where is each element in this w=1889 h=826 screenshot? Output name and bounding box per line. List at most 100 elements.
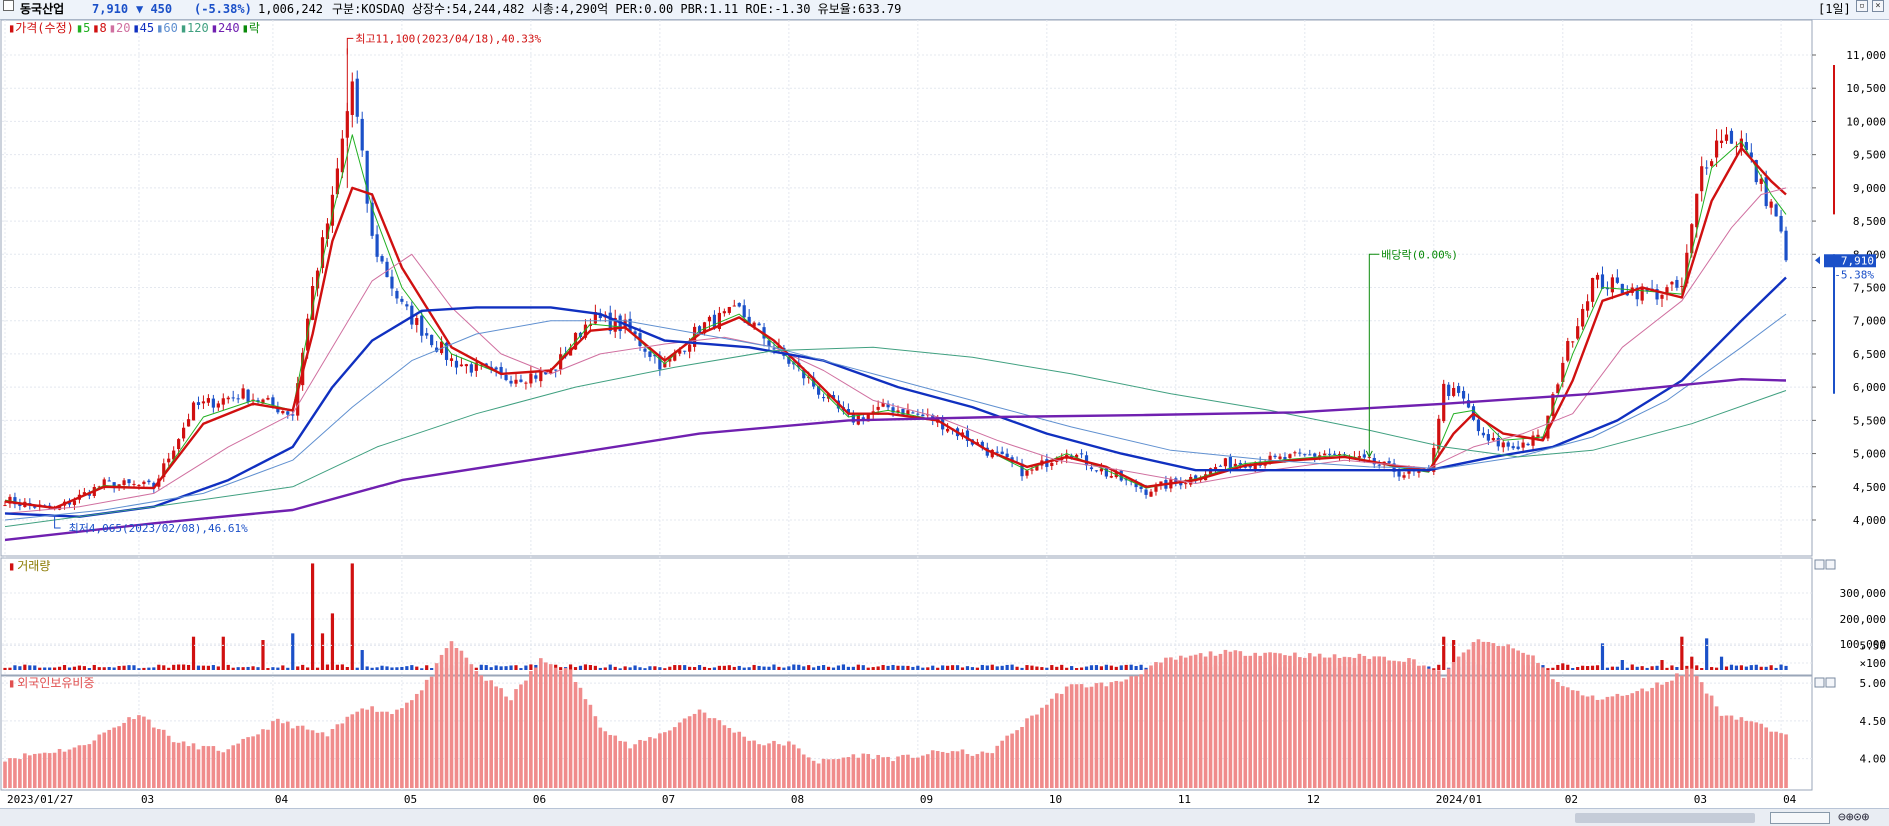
- volume-bar: [618, 668, 622, 670]
- candle-body: [385, 261, 389, 278]
- foreign-bar: [737, 731, 742, 788]
- foreign-bar: [181, 741, 186, 788]
- foreign-bar: [216, 750, 221, 788]
- foreign-bar: [1392, 660, 1396, 788]
- candle-body: [1724, 134, 1729, 141]
- foreign-bar: [1655, 682, 1659, 788]
- candle-body: [846, 409, 850, 415]
- candle-body: [1754, 160, 1758, 183]
- candle-body: [1442, 383, 1446, 422]
- candle-body: [1397, 471, 1401, 477]
- foreign-bar: [1427, 668, 1431, 788]
- foreign-bar: [1367, 658, 1372, 788]
- volume-bar: [807, 665, 811, 670]
- candle-body: [1000, 451, 1004, 455]
- foreign-bar: [1744, 720, 1749, 788]
- volume-bar: [370, 667, 374, 670]
- foreign-bar: [1570, 690, 1575, 788]
- foreign-bar: [1099, 682, 1104, 788]
- candle-body: [1154, 484, 1158, 492]
- volume-bar: [965, 666, 970, 670]
- volume-bar: [1600, 643, 1605, 670]
- volume-bar: [648, 666, 652, 670]
- candle-body: [335, 168, 339, 195]
- foreign-bar: [1734, 719, 1739, 788]
- zoom-slider[interactable]: [1770, 812, 1830, 824]
- volume-bar: [1055, 666, 1059, 670]
- volume-bar: [797, 664, 801, 670]
- volume-bar: [365, 666, 369, 670]
- candle-body: [1228, 456, 1232, 468]
- foreign-bar: [682, 718, 687, 788]
- volume-bar: [13, 665, 17, 670]
- candle-body: [172, 450, 176, 460]
- checkbox-icon[interactable]: [3, 0, 14, 11]
- restore-icon[interactable]: ▫: [1856, 0, 1868, 12]
- candle-body: [1571, 341, 1575, 343]
- candle-body: [1635, 287, 1639, 300]
- volume-bar: [876, 666, 880, 670]
- volume-bar: [593, 665, 597, 670]
- candle-body: [1774, 204, 1778, 217]
- period-selector[interactable]: [1일]: [1818, 2, 1851, 16]
- candle-body: [663, 362, 667, 368]
- foreign-bar: [1461, 652, 1466, 788]
- foreign-bar: [1208, 651, 1213, 788]
- y-tick-label: 6,000: [1853, 381, 1886, 394]
- foreign-bar: [667, 730, 672, 788]
- volume-bar: [861, 665, 865, 670]
- candle-body: [350, 81, 354, 115]
- volume-bar: [866, 667, 870, 670]
- candle-body: [1496, 438, 1500, 447]
- volume-bar: [732, 666, 736, 670]
- volume-bar: [777, 666, 781, 670]
- horizontal-scrollbar[interactable]: [1575, 813, 1755, 823]
- candle-body: [514, 379, 518, 384]
- candle-body: [524, 382, 528, 384]
- foreign-bar: [548, 664, 553, 788]
- volume-bar: [1660, 660, 1664, 670]
- candle-body: [1486, 434, 1490, 441]
- foreign-bar: [8, 758, 12, 788]
- candle-body: [831, 395, 836, 399]
- foreign-bar: [995, 745, 1000, 788]
- volume-bar: [216, 666, 220, 670]
- foreign-bar: [474, 671, 479, 788]
- candle-body: [1303, 454, 1307, 456]
- candle-body: [678, 350, 682, 354]
- foreign-bar: [1164, 657, 1168, 788]
- legend-item-240: ▮240: [210, 21, 240, 35]
- foreign-bar: [1585, 696, 1590, 788]
- candle-body: [1526, 443, 1530, 446]
- candle-body: [107, 480, 111, 482]
- zoom-icons[interactable]: ⊖⊕⊙⊕: [1838, 810, 1870, 825]
- dividend-annotation: 배당락(0.00%): [1381, 248, 1458, 261]
- candle-body: [1476, 419, 1481, 432]
- volume-bar: [1065, 667, 1069, 670]
- foreign-bar: [925, 754, 930, 788]
- candle-body: [1318, 455, 1322, 458]
- close-icon[interactable]: ×: [1872, 0, 1884, 12]
- foreign-bar: [1154, 662, 1158, 788]
- volume-bar: [1615, 666, 1619, 670]
- volume-bar: [320, 633, 325, 670]
- foreign-bar: [1203, 656, 1208, 788]
- foreign-bar: [1045, 704, 1049, 788]
- foreign-bar: [390, 714, 394, 788]
- x-tick-label: 03: [141, 793, 154, 806]
- candle-body: [201, 401, 206, 404]
- foreign-bar: [1402, 661, 1406, 788]
- panel-close-icon: [1825, 677, 1836, 688]
- foreign-y-tick: 4.00: [1860, 753, 1887, 766]
- candle-body: [1685, 252, 1689, 284]
- foreign-bar: [1119, 681, 1124, 788]
- trade-volume: 1,006,242: [258, 2, 324, 16]
- foreign-bar: [1317, 653, 1322, 788]
- candle-body: [737, 303, 741, 307]
- foreign-bar: [405, 702, 409, 788]
- foreign-bar: [1665, 681, 1669, 788]
- foreign-bar: [891, 761, 895, 788]
- foreign-bar: [424, 679, 429, 788]
- candle-body: [1094, 470, 1099, 472]
